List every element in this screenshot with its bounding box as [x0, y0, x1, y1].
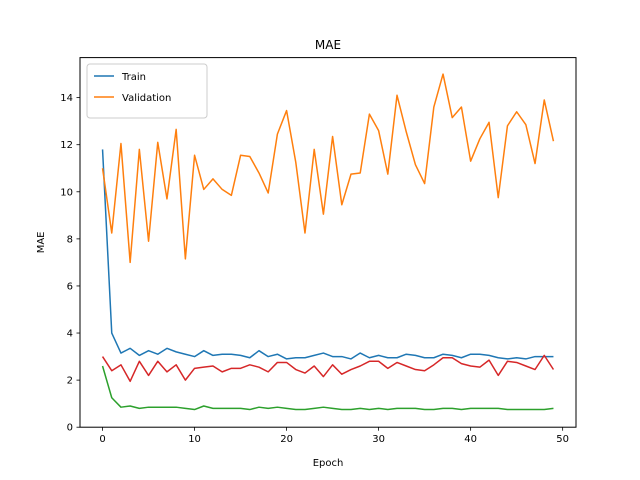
series-line-4: [101, 354, 555, 383]
x-tick-label: 10: [188, 434, 201, 445]
series-line-train: [101, 149, 554, 360]
y-axis-ticks: 0 2 4 6 8 10 12 14: [60, 93, 80, 434]
x-axis-ticks: 0 10 20 30 40 50: [99, 427, 569, 445]
legend: Train Validation: [86, 63, 208, 119]
y-tick-label: 12: [60, 140, 73, 151]
x-axis-label: Epoch: [313, 458, 344, 469]
x-tick-label: 20: [280, 434, 293, 445]
series-line-3: [101, 365, 554, 411]
y-tick-label: 10: [60, 187, 73, 198]
x-tick-label: 50: [556, 434, 569, 445]
legend-box: [86, 63, 208, 119]
y-tick-label: 2: [67, 376, 73, 387]
plot-frame: [79, 57, 577, 428]
legend-label-validation: Validation: [122, 93, 171, 104]
y-tick-label: 8: [67, 234, 73, 245]
x-tick-label: 30: [372, 434, 385, 445]
y-tick-label: 6: [67, 281, 73, 292]
y-axis-label: MAE: [36, 232, 47, 254]
legend-label-train: Train: [121, 72, 146, 83]
chart-title: MAE: [315, 38, 341, 52]
series-line-validation: [101, 73, 555, 264]
plot-lines: [101, 73, 555, 411]
x-tick-label: 0: [99, 434, 105, 445]
x-tick-label: 40: [464, 434, 477, 445]
y-tick-label: 14: [60, 93, 73, 104]
y-tick-label: 4: [67, 329, 73, 340]
y-tick-label: 0: [67, 423, 73, 434]
